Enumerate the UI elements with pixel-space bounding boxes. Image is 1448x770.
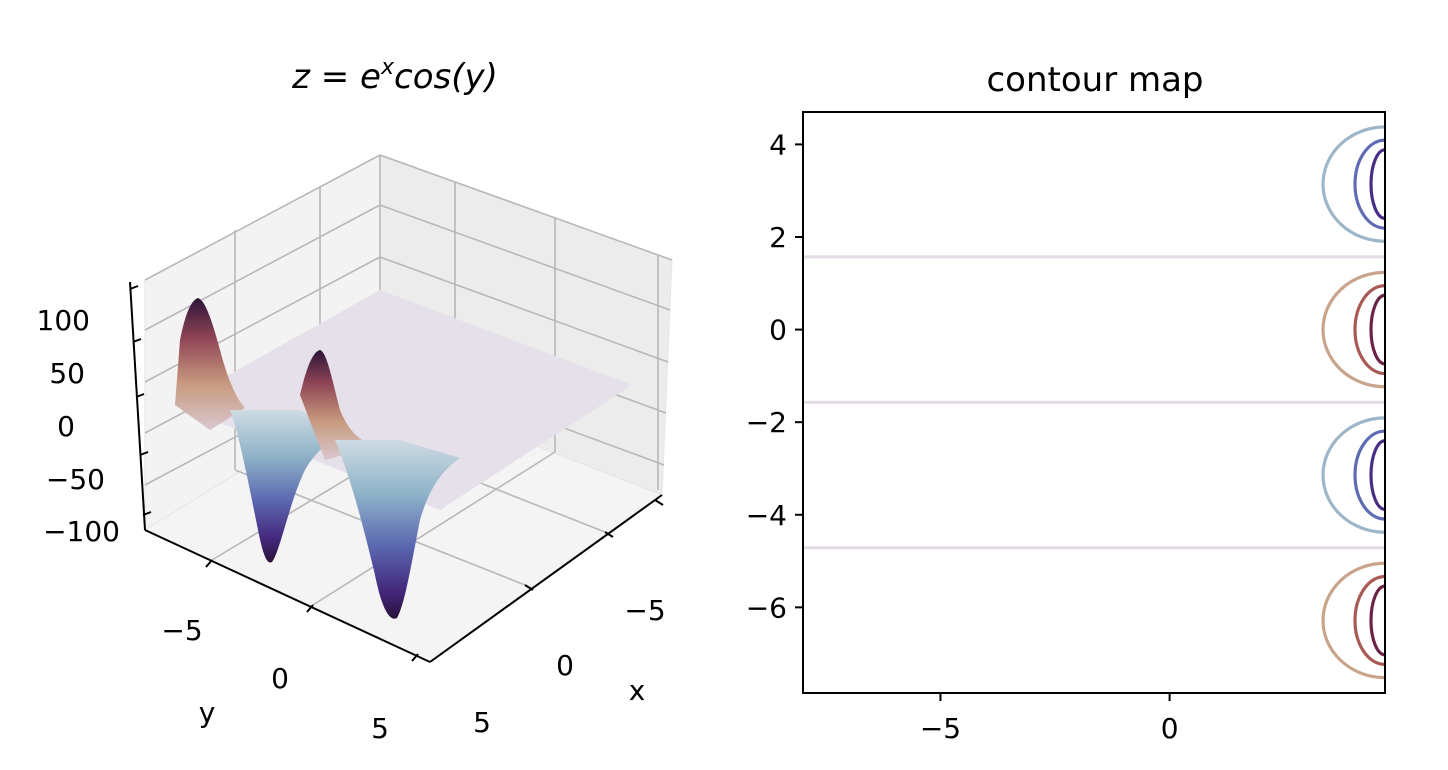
surface-flat <box>175 290 632 510</box>
contour-ticks: −5 0 4 2 0 −2 −4 −6 <box>746 128 1179 745</box>
contour-level-line <box>1353 574 1385 667</box>
x-tick-label: −5 <box>624 594 665 627</box>
surface-peak-1 <box>175 298 245 430</box>
surface-trough-2 <box>335 440 460 619</box>
z-tick-label: 0 <box>57 410 75 443</box>
contour-level-line <box>1369 439 1385 511</box>
contour-level-line <box>1369 584 1385 657</box>
x-axis-label: x <box>629 674 646 707</box>
contour-level-line <box>1353 429 1385 521</box>
x-tick-label: 0 <box>1161 712 1179 745</box>
surface <box>175 290 632 619</box>
z-tick-labels: 100 50 0 −50 −100 <box>37 304 120 548</box>
surface-title: z = excos(y) <box>291 55 498 97</box>
y-tick-label: 4 <box>769 128 787 161</box>
contour-frame <box>802 111 1386 694</box>
contour-level-line <box>1369 148 1385 221</box>
z-tick-label: 50 <box>49 357 85 390</box>
surface-plot: z = excos(y) <box>37 55 673 745</box>
contour-lines <box>803 112 1385 680</box>
contour-level-line <box>1321 416 1385 534</box>
x-tick-labels: −5 0 5 <box>473 594 666 739</box>
z-tick-label: −50 <box>46 463 105 496</box>
y-tick-label: −4 <box>746 499 787 532</box>
y-tick-label: −5 <box>161 614 202 647</box>
y-tick-label: −6 <box>746 591 787 624</box>
y-tick-label: 0 <box>769 314 787 347</box>
contour-level-line <box>1353 138 1385 230</box>
y-tick-label: 5 <box>371 712 389 745</box>
y-tick-label: 0 <box>271 662 289 695</box>
contour-level-line <box>1321 270 1385 389</box>
surface-peak-2 <box>300 350 375 460</box>
x-tick-label: −5 <box>920 712 961 745</box>
contour-plot: contour map −5 0 4 2 0 −2 −4 −6 <box>746 60 1386 745</box>
z-tick-label: 100 <box>37 304 90 337</box>
contour-level-line <box>1321 561 1385 680</box>
contour-level-line <box>1353 284 1385 376</box>
x-tick-label: 5 <box>473 706 491 739</box>
contour-title: contour map <box>986 60 1203 100</box>
surface-trough-1 <box>230 410 345 563</box>
y-tick-label: −2 <box>746 406 787 439</box>
z-tick-label: −100 <box>43 515 120 548</box>
y-tick-labels: −5 0 5 <box>161 614 389 745</box>
contour-level-line <box>1321 125 1385 243</box>
contour-level-line <box>1369 293 1385 366</box>
x-tick-label: 0 <box>556 649 574 682</box>
y-tick-label: 2 <box>769 221 787 254</box>
y-axis-label: y <box>199 696 216 729</box>
axis-lines <box>129 281 664 663</box>
